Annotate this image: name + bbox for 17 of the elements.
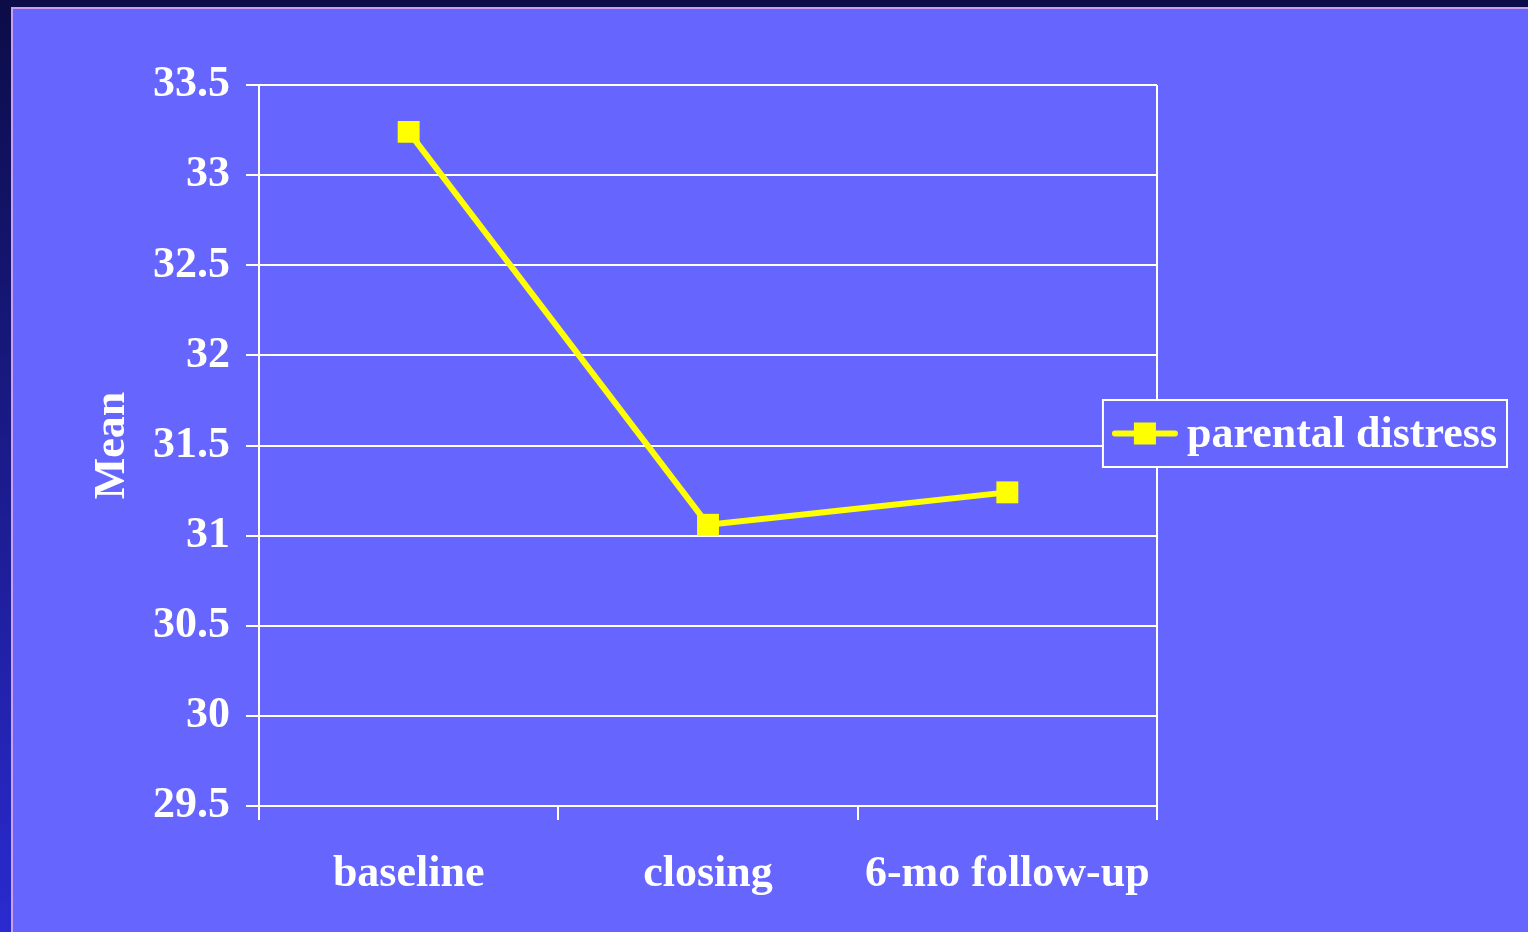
y-tick-label: 30.5 <box>153 598 230 648</box>
x-tick-label: 6-mo follow-up <box>864 846 1150 896</box>
point <box>697 513 719 536</box>
y-tick-label: 33.5 <box>153 57 230 107</box>
y-tick-label: 29.5 <box>153 778 230 828</box>
y-tick-label: 32 <box>186 327 230 377</box>
y-tick-label: 32.5 <box>153 237 230 287</box>
point <box>996 481 1019 504</box>
y-tick-label: 30 <box>186 688 230 738</box>
y-tick-label: 31.5 <box>153 417 230 467</box>
point <box>397 120 420 143</box>
x-tick-label: baseline <box>332 846 485 896</box>
y-tick-label: 31 <box>186 507 230 557</box>
x-tick-label: closing <box>643 846 773 896</box>
y-tick-label: 33 <box>186 147 230 197</box>
legend-label: parental distress <box>1186 407 1497 457</box>
y-axis-title: Mean <box>84 391 134 500</box>
